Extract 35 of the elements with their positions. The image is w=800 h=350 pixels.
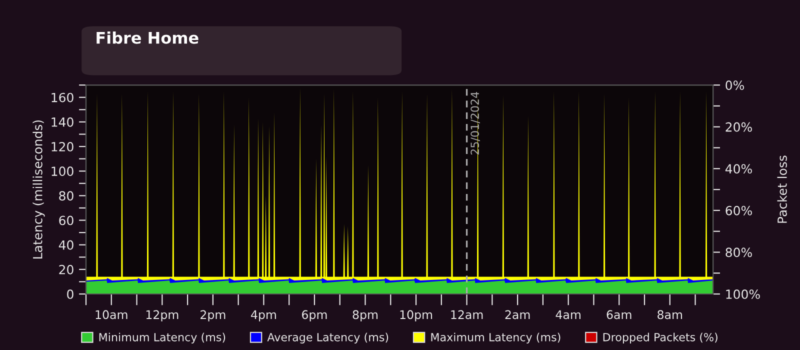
x-tick-label: 12pm (146, 310, 178, 322)
legend-label: Dropped Packets (%) (603, 332, 718, 344)
y-axis-title: Latency (milliseconds) (32, 120, 45, 258)
y2-tick-label: 40% (725, 164, 752, 174)
x-tick-label: 10am (96, 310, 128, 320)
y-tick-label: 100 (52, 166, 74, 176)
x-tick-label: 12am (451, 310, 483, 320)
legend-label: Average Latency (ms) (267, 332, 388, 344)
y2-tick-label: 100% (726, 289, 760, 299)
x-tick-label: 6am (606, 310, 632, 320)
x-tick-label: 2am (505, 310, 530, 320)
x-tick-label: 6pm (302, 310, 327, 322)
y2-tick-label: 60% (726, 206, 752, 216)
y-tick-label: 120 (52, 142, 74, 152)
y2-tick-label: 80% (726, 248, 752, 258)
y-tick-label: 140 (52, 117, 74, 127)
x-tick-label: 4pm (251, 310, 276, 322)
y2-axis-title: Packet loss (777, 156, 787, 223)
y-tick-label: 60 (59, 216, 74, 226)
ref-line-label: 25/01/2024 (470, 92, 480, 155)
x-tick-label: 8am (658, 310, 682, 320)
chart-title: Fibre Home (96, 32, 198, 44)
x-tick-label: 8pm (352, 310, 378, 322)
legend-label: Maximum Latency (ms) (431, 332, 560, 344)
x-tick-label: 10pm (400, 310, 432, 322)
legend-label: Minimum Latency (ms) (99, 332, 226, 344)
x-tick-label: 2pm (200, 310, 226, 322)
y-tick-label: 0 (67, 289, 74, 299)
y-tick-label: 80 (59, 191, 74, 201)
y-tick-label: 40 (58, 240, 74, 250)
y2-tick-label: 0% (726, 80, 744, 90)
y-tick-label: 160 (52, 92, 74, 102)
x-tick-label: 4am (556, 310, 580, 320)
y-tick-label: 20 (59, 264, 74, 274)
y2-tick-label: 20% (726, 122, 752, 132)
